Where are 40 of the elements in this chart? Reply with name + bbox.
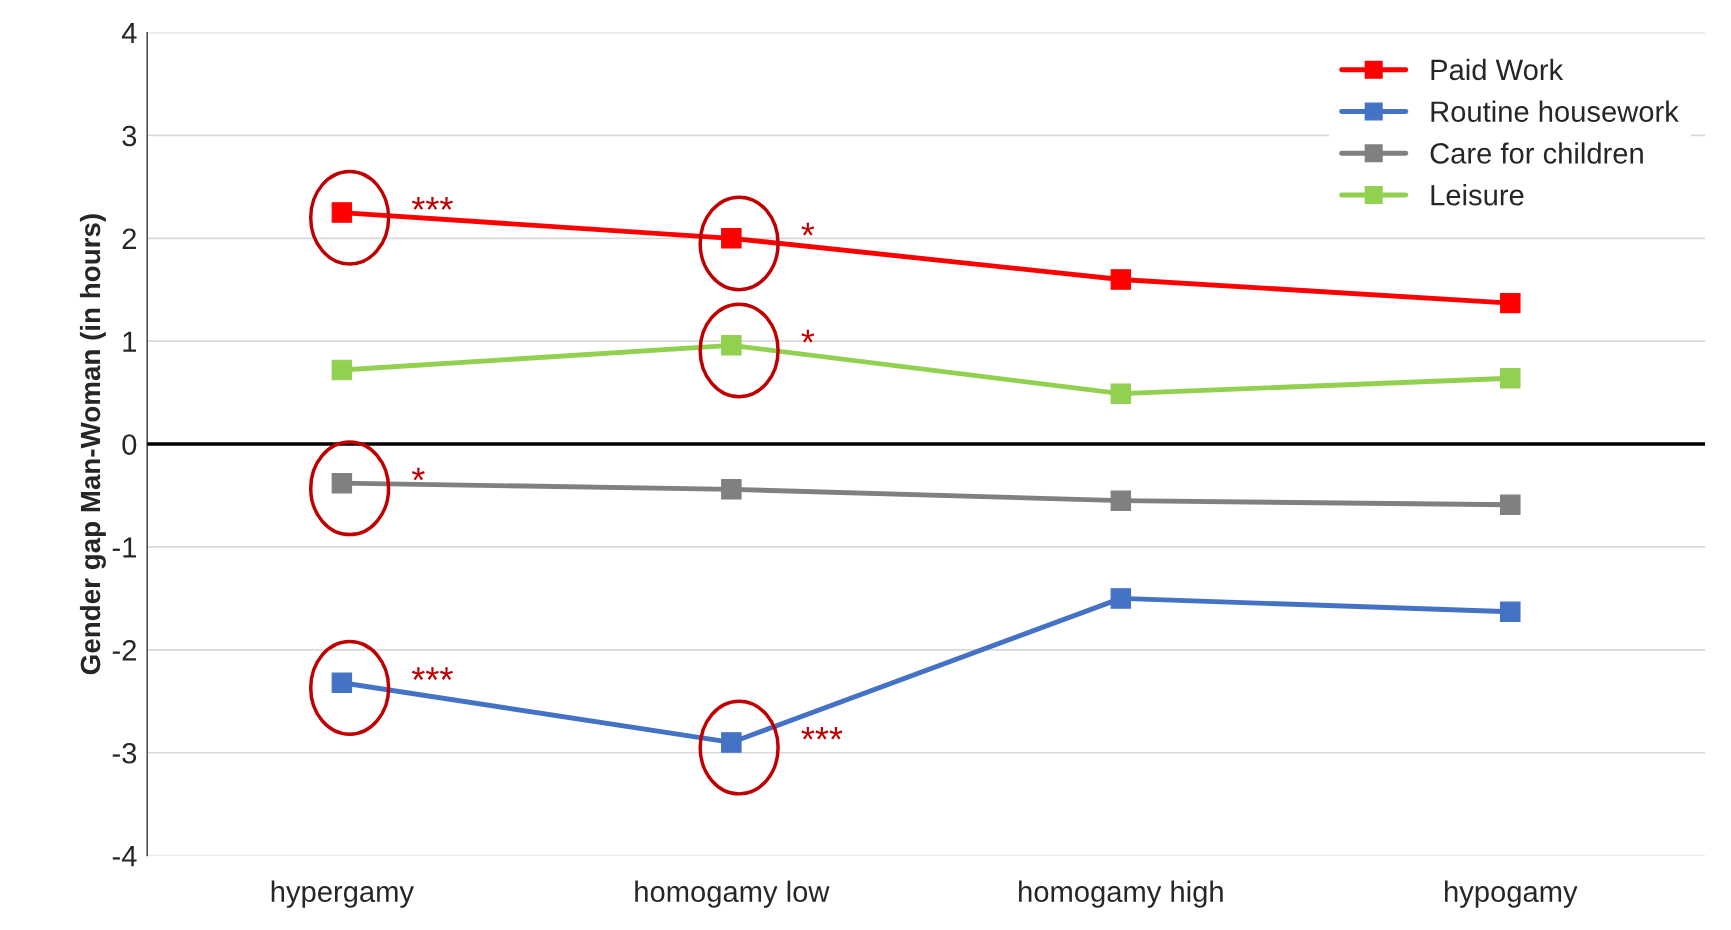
annotation: *** xyxy=(411,197,453,210)
y-tick-label: 0 xyxy=(122,434,137,455)
y-tick-label: -3 xyxy=(112,742,137,764)
annotation: * xyxy=(801,329,815,343)
point xyxy=(1500,494,1521,516)
legend-label: Paid Work xyxy=(1431,58,1564,81)
x-tick-label: hypogamy xyxy=(1445,880,1578,908)
point xyxy=(721,228,742,249)
point xyxy=(1110,269,1132,290)
point xyxy=(721,732,742,753)
legend-label: Leisure xyxy=(1431,184,1524,206)
x-tick-label: hypergamy xyxy=(271,880,414,908)
legend-label: Routine housework xyxy=(1431,100,1679,122)
y-tick-label: -2 xyxy=(112,640,136,661)
point xyxy=(1500,367,1521,389)
point xyxy=(1110,588,1132,609)
x-tick-label: homogamy low xyxy=(635,880,830,908)
annotation: *** xyxy=(801,726,843,740)
point xyxy=(1110,383,1132,404)
point xyxy=(331,672,353,693)
point xyxy=(331,202,353,223)
y-tick-label: -4 xyxy=(112,846,137,867)
annotation: * xyxy=(801,222,815,236)
point xyxy=(331,359,353,381)
y-tick-label: 3 xyxy=(122,125,137,147)
y-tick-label: 4 xyxy=(121,23,137,44)
y-tick-label: 2 xyxy=(122,228,136,249)
point xyxy=(1500,601,1521,623)
point xyxy=(1110,490,1132,511)
point xyxy=(331,472,353,494)
x-tick-label: homogamy high xyxy=(1019,880,1223,908)
y-axis-title: Gender gap Man-Woman (in hours) xyxy=(79,214,106,675)
annotation: *** xyxy=(411,667,453,680)
point xyxy=(721,335,742,356)
annotation: * xyxy=(411,467,425,481)
y-tick-label: 1 xyxy=(123,331,136,352)
legend-label: Care for children xyxy=(1430,142,1643,164)
point xyxy=(721,479,742,500)
point xyxy=(1500,292,1521,314)
y-tick-label: -1 xyxy=(112,537,136,558)
